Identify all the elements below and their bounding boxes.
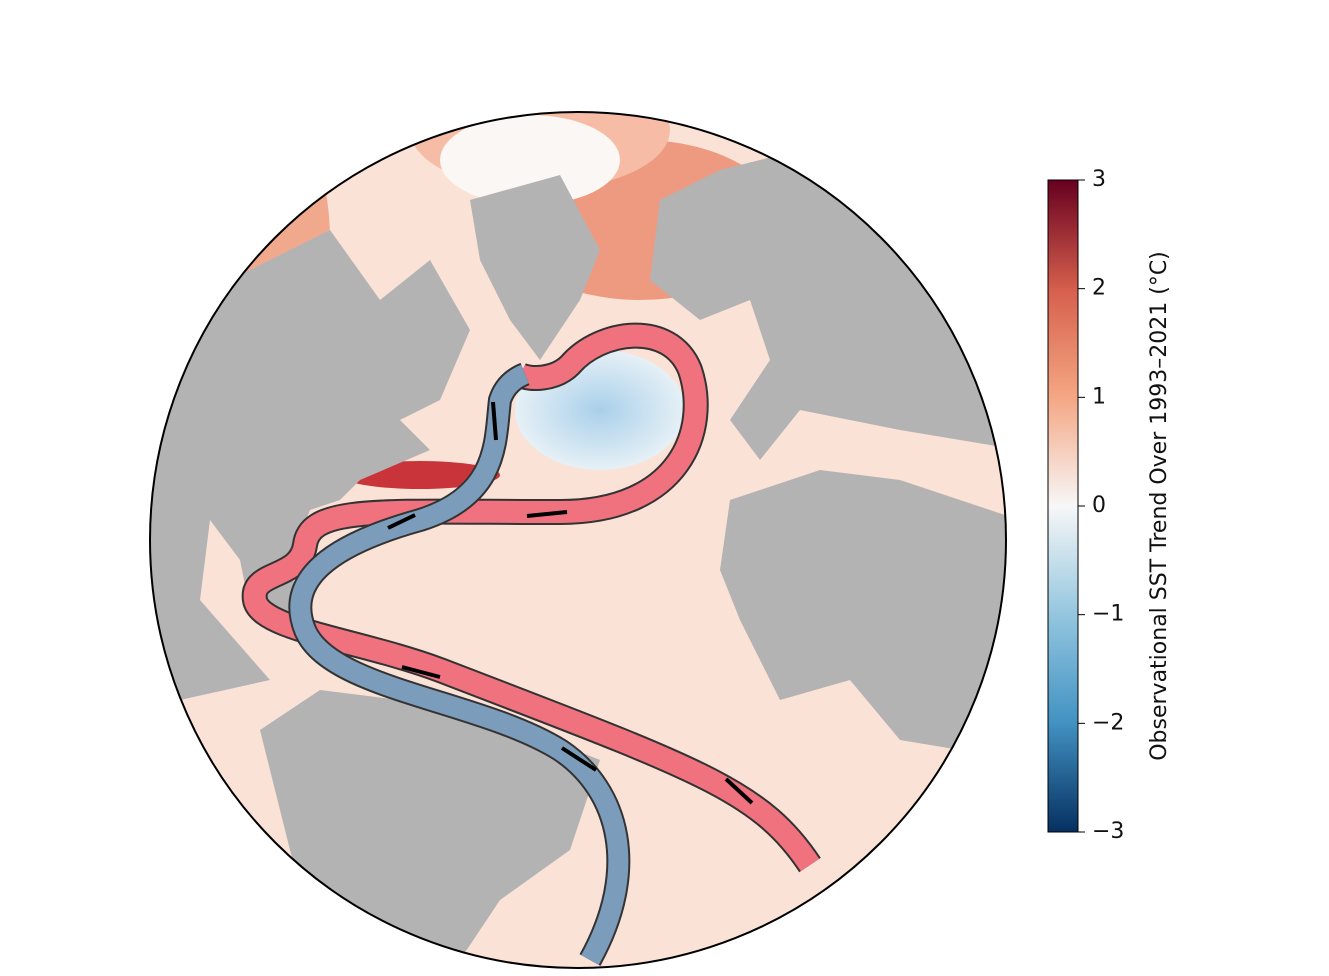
- colorbar-tick-label: 0: [1092, 493, 1106, 518]
- colorbar-tick-label: 2: [1092, 276, 1106, 301]
- colorbar-tick-label: 3: [1092, 167, 1106, 192]
- arctic-ice: [440, 115, 620, 205]
- colorbar-tick-label: 1: [1092, 384, 1106, 409]
- cold-current: [290, 364, 629, 965]
- colorbar: [1047, 179, 1079, 833]
- globe-map: [150, 112, 1006, 968]
- colorbar-tick-label: −1: [1092, 602, 1124, 627]
- colorbar-label: Observational SST Trend Over 1993–2021 (…: [1147, 251, 1172, 761]
- colorbar-tick-label: −2: [1092, 710, 1124, 735]
- flow-arrows: [387, 401, 754, 805]
- globe-outline: [149, 111, 1007, 969]
- colorbar-tick-label: −3: [1092, 819, 1124, 844]
- land: [150, 150, 1006, 968]
- warm-current: [243, 324, 820, 872]
